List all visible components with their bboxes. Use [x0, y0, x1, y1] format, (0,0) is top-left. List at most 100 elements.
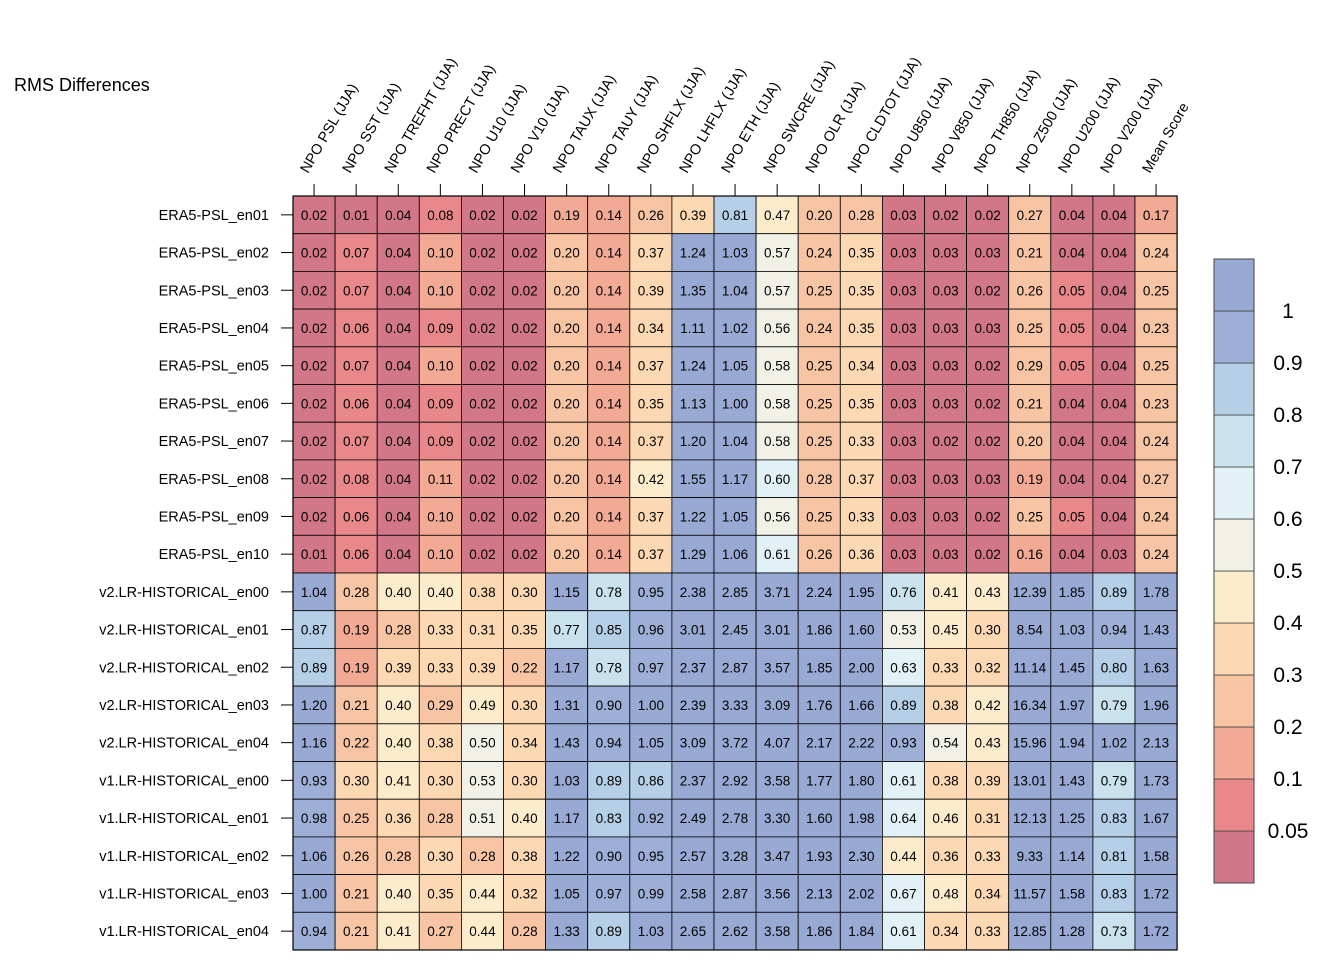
cell-value: 0.22: [511, 660, 537, 675]
cell-value: 2.22: [848, 736, 874, 751]
heatmap-cell: [1134, 836, 1178, 876]
cell-value: 1.72: [1143, 924, 1169, 939]
heatmap-cell: [334, 798, 378, 838]
heatmap-cell: [418, 233, 462, 272]
cell-value: 0.17: [1143, 208, 1169, 223]
row-label: ERA5-PSL_en03: [159, 283, 269, 299]
cell-value: 3.09: [764, 698, 790, 713]
heatmap-cell: [503, 233, 546, 272]
heatmap-cell: [376, 911, 420, 951]
heatmap-cell: [545, 874, 589, 913]
cell-value: 0.14: [596, 509, 623, 524]
heatmap-cell: [839, 308, 883, 348]
heatmap-cell: [292, 874, 336, 913]
cell-value: 0.25: [1143, 359, 1169, 374]
heatmap-cell: [966, 723, 1010, 762]
heatmap-cell: [755, 421, 799, 461]
cell-value: 2.39: [680, 698, 706, 713]
cell-value: 0.73: [1101, 924, 1127, 939]
cell-value: 1.17: [554, 660, 580, 675]
cell-value: 0.54: [932, 736, 959, 751]
cell-value: 0.08: [343, 472, 369, 487]
heatmap-cell: [460, 648, 504, 687]
heatmap-cell: [460, 836, 504, 876]
cell-value: 0.26: [343, 849, 369, 864]
heatmap-cell: [839, 270, 883, 310]
cell-value: 0.02: [469, 434, 495, 449]
cell-value: 2.57: [680, 849, 706, 864]
heatmap-cell: [924, 459, 967, 498]
cell-value: 0.43: [975, 585, 1001, 600]
cell-value: 1.02: [722, 321, 748, 336]
cell-value: 1.20: [680, 434, 706, 449]
cell-value: 0.42: [975, 698, 1001, 713]
cell-value: 0.56: [764, 509, 790, 524]
heatmap-cell: [1134, 761, 1178, 800]
cell-value: 0.99: [638, 886, 664, 901]
cell-value: 2.87: [722, 660, 748, 675]
cell-value: 0.04: [1059, 472, 1086, 487]
heatmap-cell: [376, 195, 420, 235]
heatmap-cell: [629, 497, 673, 536]
heatmap-cell: [587, 233, 631, 272]
row-label: v1.LR-HISTORICAL_en03: [99, 886, 269, 902]
cell-value: 0.35: [511, 623, 537, 638]
heatmap-cell: [1092, 761, 1136, 800]
cell-value: 0.24: [806, 321, 833, 336]
heatmap-cell: [587, 610, 631, 649]
cell-value: 0.03: [932, 547, 958, 562]
cell-value: 0.04: [1059, 547, 1086, 562]
cell-value: 1.05: [638, 736, 664, 751]
heatmap-cell: [966, 610, 1010, 649]
cell-value: 0.05: [1059, 509, 1085, 524]
cell-value: 1.02: [1101, 736, 1127, 751]
cell-value: 1.58: [1059, 886, 1085, 901]
cell-value: 0.14: [596, 208, 623, 223]
heatmap-cell: [797, 497, 841, 536]
heatmap-cell: [503, 685, 546, 725]
heatmap-cell: [629, 572, 673, 612]
heatmap-cell: [292, 384, 336, 423]
heatmap-cell: [545, 836, 589, 876]
heatmap-cell: [1134, 270, 1178, 310]
heatmap-cell: [418, 723, 462, 762]
cell-value: 0.41: [385, 924, 411, 939]
heatmap-cell: [924, 421, 967, 461]
heatmap-cell: [966, 233, 1010, 272]
heatmap-cell: [1050, 384, 1094, 423]
row-label: v1.LR-HISTORICAL_en01: [99, 811, 269, 827]
heatmap-cell: [629, 685, 673, 725]
heatmap-cell: [292, 308, 336, 348]
cell-value: 0.58: [764, 396, 790, 411]
cell-value: 0.02: [975, 434, 1001, 449]
heatmap-cell: [545, 270, 589, 310]
cell-value: 12.13: [1013, 811, 1047, 826]
heatmap-cell: [587, 685, 631, 725]
heatmap-cell: [587, 459, 631, 498]
heatmap-cell: [1008, 761, 1052, 800]
heatmap-cell: [755, 911, 799, 951]
cell-value: 0.30: [427, 773, 453, 788]
cell-value: 3.58: [764, 924, 790, 939]
cell-value: 0.24: [1143, 547, 1170, 562]
heatmap-cell: [1050, 911, 1094, 951]
cell-value: 2.13: [1143, 736, 1169, 751]
cell-value: 0.43: [975, 736, 1001, 751]
heatmap-cell: [755, 761, 799, 800]
row-label: v1.LR-HISTORICAL_en00: [99, 773, 269, 789]
row-label: v1.LR-HISTORICAL_en04: [99, 924, 269, 940]
cell-value: 0.89: [1101, 585, 1127, 600]
heatmap-cell: [376, 610, 420, 649]
row-labels: ERA5-PSL_en01 ERA5-PSL_en02 ERA5-PSL_en03 E…: [99, 208, 293, 940]
cell-value: 1.03: [554, 773, 580, 788]
cell-value: 0.28: [343, 585, 369, 600]
cell-value: 0.02: [469, 246, 495, 261]
heatmap-cell: [376, 836, 420, 876]
cell-value: 0.30: [511, 773, 537, 788]
cell-value: 0.30: [427, 849, 453, 864]
cell-value: 0.81: [1101, 849, 1127, 864]
cell-value: 1.98: [848, 811, 874, 826]
cell-value: 0.09: [427, 396, 453, 411]
cell-value: 0.10: [427, 359, 453, 374]
heatmap-cell: [418, 572, 462, 612]
